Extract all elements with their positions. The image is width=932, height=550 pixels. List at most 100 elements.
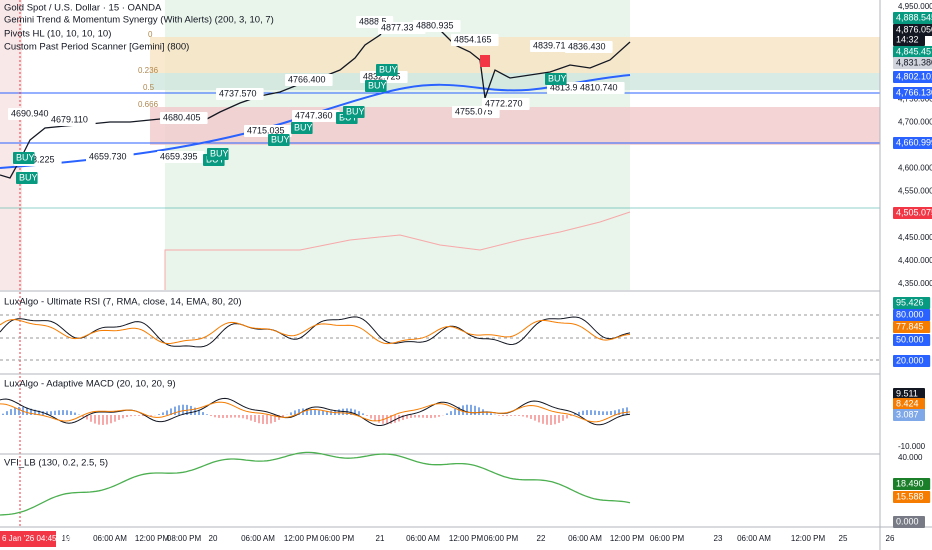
indicator-line	[0, 401, 631, 423]
macd-histogram	[622, 408, 624, 415]
macd-histogram	[30, 408, 32, 415]
macd-histogram	[534, 415, 536, 421]
macd-histogram	[562, 415, 564, 421]
macd-histogram	[210, 415, 212, 417]
macd-histogram	[498, 415, 500, 416]
price-annotation-bg	[292, 110, 340, 122]
macd-histogram	[558, 415, 560, 423]
macd-histogram	[522, 415, 524, 417]
macd-histogram	[150, 415, 152, 416]
macd-histogram	[70, 411, 72, 415]
macd-histogram	[222, 415, 224, 419]
macd-histogram	[294, 410, 296, 415]
macd-histogram	[90, 415, 92, 422]
price-annotation-bg	[285, 74, 333, 86]
macd-histogram	[142, 415, 144, 417]
price-annotation-bg	[8, 108, 56, 120]
price-annotation: 4810.740	[580, 82, 618, 92]
macd-badge-bg	[893, 398, 925, 410]
macd-histogram	[602, 411, 604, 415]
price-badge-bg	[893, 87, 932, 99]
macd-histogram	[314, 409, 316, 415]
price-annotation: 4659.395	[160, 151, 198, 161]
macd-histogram	[514, 415, 516, 416]
price-annotation: 4880.935	[416, 20, 454, 30]
lower-band	[164, 211, 631, 290]
price-annotation: 4715.035	[247, 125, 285, 135]
macd-histogram	[430, 415, 432, 419]
buy-signal-bg	[268, 134, 290, 146]
macd-histogram	[566, 415, 568, 419]
macd-histogram	[310, 408, 312, 415]
macd-histogram	[370, 415, 372, 419]
vfi-badge: 18.490	[896, 478, 924, 488]
macd-histogram	[10, 409, 12, 415]
vfi-line	[0, 451, 631, 516]
price-badge: 4,876.050	[896, 24, 932, 34]
macd-badge-bg	[893, 388, 925, 400]
buy-signal-bg	[291, 122, 313, 134]
price-tick: 4,450.000	[898, 233, 932, 242]
cursor-time: 6 Jan '26 04:45 PM	[2, 534, 71, 543]
indicator-title: Gemini Trend & Momentum Synergy (With Al…	[4, 15, 274, 26]
macd-histogram	[18, 407, 20, 415]
macd-histogram	[106, 415, 108, 425]
macd-histogram	[278, 415, 280, 420]
buy-signal: BUY	[379, 64, 398, 74]
macd-histogram	[422, 415, 424, 418]
indicator-line	[0, 319, 631, 345]
macd-histogram	[230, 415, 232, 418]
macd-histogram	[390, 415, 392, 424]
macd-histogram	[410, 415, 412, 418]
symbol-title: Gold Spot / U.S. Dollar · 15 · OANDA	[4, 3, 162, 14]
macd-histogram	[582, 410, 584, 415]
time-tick: 12:00 PM	[449, 534, 484, 543]
macd-histogram	[266, 415, 268, 425]
price-annotation: 4653.225	[17, 154, 55, 164]
macd-histogram	[594, 410, 596, 415]
pane-title: LuxAlgo - Ultimate RSI (7, RMA, close, 1…	[4, 297, 242, 308]
macd-histogram	[354, 409, 356, 415]
time-tick: 06:00 AM	[241, 534, 275, 543]
rsi-badge-bg	[893, 297, 931, 309]
fib-label: 0.666	[138, 100, 159, 109]
macd-histogram	[546, 415, 548, 425]
price-badge-bg	[893, 46, 932, 58]
rsi-badge: 80.000	[896, 309, 924, 319]
vfi-badge: 0.000	[896, 516, 919, 526]
macd-histogram	[282, 415, 284, 418]
fib-label: 0	[148, 30, 153, 39]
rsi-badge: 77.845	[896, 321, 924, 331]
time-tick: 12:00 PM	[791, 534, 826, 543]
price-annotation-bg	[160, 112, 208, 124]
time-tick: 26	[886, 534, 895, 543]
buy-signal: BUY	[548, 73, 567, 83]
price-badge: 4,888.545	[896, 12, 932, 22]
price-tick: 4,950.000	[898, 2, 932, 11]
macd-histogram	[606, 411, 608, 415]
macd-histogram	[434, 415, 436, 418]
macd-histogram	[586, 410, 588, 415]
macd-histogram	[214, 415, 216, 418]
time-tick: 12:00 PM	[284, 534, 319, 543]
vfi-badge-bg	[893, 491, 931, 503]
macd-histogram	[454, 408, 456, 415]
time-tick: 06:00 AM	[737, 534, 771, 543]
macd-histogram	[198, 409, 200, 415]
macd-histogram	[394, 415, 396, 423]
price-annotation-bg	[482, 98, 530, 110]
price-badge-bg	[893, 71, 932, 83]
macd-histogram	[130, 415, 132, 417]
buy-signal-bg	[343, 106, 365, 118]
time-tick: 06:00 PM	[650, 534, 685, 543]
price-annotation-bg	[577, 82, 625, 94]
macd-histogram	[202, 412, 204, 415]
price-annotation-bg	[157, 151, 205, 163]
price-annotation-bg	[48, 114, 96, 126]
macd-histogram	[6, 411, 8, 415]
price-annotation-bg	[565, 41, 613, 53]
vfi-tick: 40.000	[898, 453, 923, 462]
macd-histogram	[182, 404, 184, 415]
time-tick: 06:00 AM	[568, 534, 602, 543]
